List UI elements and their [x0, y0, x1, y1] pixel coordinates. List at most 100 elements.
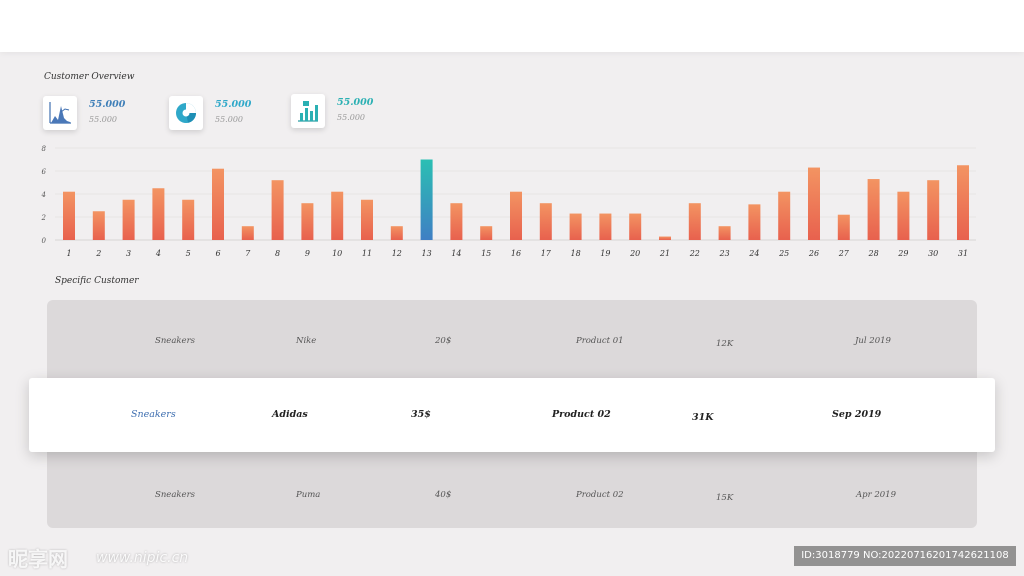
bar: [688, 203, 701, 240]
bar: [480, 226, 493, 240]
bar: [92, 211, 105, 240]
stat-card-1: 55.000 55.000: [43, 96, 203, 136]
bar: [331, 191, 344, 240]
row-date: Sep 2019: [832, 409, 882, 420]
selected-row-card[interactable]: [29, 378, 995, 452]
x-tick-label: 7: [245, 249, 251, 258]
bar-highlighted: [420, 159, 433, 240]
x-tick-label: 8: [275, 249, 280, 258]
row-product: Product 02: [576, 490, 624, 500]
x-tick-label: 17: [541, 249, 552, 258]
row-price: 20$: [435, 336, 452, 346]
x-tick-label: 30: [928, 249, 938, 258]
row-volume: 12K: [716, 339, 734, 349]
bar: [837, 214, 850, 240]
y-tick-label: 6: [42, 168, 47, 176]
row-category: Sneakers: [155, 336, 196, 346]
bar: [182, 199, 195, 240]
y-tick-label: 2: [41, 214, 47, 222]
bar: [152, 188, 165, 240]
x-tick-label: 2: [95, 249, 101, 258]
row-brand: Puma: [296, 490, 321, 500]
bar: [927, 180, 940, 240]
x-tick-label: 23: [719, 249, 730, 258]
row-product: Product 02: [552, 409, 611, 420]
x-tick-label: 24: [748, 249, 759, 258]
x-tick-label: 15: [481, 249, 491, 258]
x-tick-label: 9: [305, 249, 310, 258]
stat-card-3: 55.000 55.000: [291, 94, 451, 134]
x-tick-label: 13: [422, 249, 432, 258]
stat-value: 55.000: [215, 99, 252, 110]
row-brand: Adidas: [272, 409, 308, 420]
pie-chart-icon: [169, 96, 203, 130]
area-chart-icon: [43, 96, 77, 130]
stat-value: 55.000: [337, 97, 374, 108]
stat-sub: 55.000: [337, 113, 365, 122]
bar: [539, 203, 552, 240]
x-tick-label: 3: [126, 249, 131, 258]
x-tick-label: 26: [808, 249, 819, 258]
bar: [659, 236, 671, 240]
bar: [778, 191, 791, 240]
x-tick-label: 1: [66, 249, 71, 258]
row-volume: 31K: [692, 412, 714, 423]
bar: [241, 226, 254, 240]
row-brand: Nike: [296, 336, 317, 346]
watermark-id: ID:3018779 NO:20220716201742621108: [794, 546, 1016, 566]
row-category: Sneakers: [131, 409, 176, 420]
stat-sub: 55.000: [89, 115, 117, 124]
row-volume: 15K: [716, 493, 734, 503]
row-date: Jul 2019: [855, 336, 891, 346]
row-date: Apr 2019: [856, 490, 896, 500]
bar: [510, 191, 522, 240]
bar: [63, 191, 75, 240]
x-tick-label: 20: [629, 249, 640, 258]
row-price: 35$: [411, 409, 431, 420]
bar: [957, 165, 969, 240]
stat-sub: 55.000: [215, 115, 243, 124]
y-tick-label: 4: [41, 191, 46, 199]
bar: [599, 213, 612, 240]
bar: [867, 179, 880, 240]
bar: [361, 199, 373, 240]
x-tick-label: 5: [186, 249, 191, 258]
x-tick-label: 28: [868, 249, 879, 258]
bar: [748, 204, 761, 240]
stat-value: 55.000: [89, 99, 126, 110]
x-tick-label: 31: [958, 249, 968, 258]
bar: [301, 203, 314, 240]
x-tick-label: 19: [600, 249, 610, 258]
overview-title: Customer Overview: [44, 72, 135, 82]
x-tick-label: 11: [362, 249, 372, 258]
bar: [569, 213, 582, 240]
bar: [271, 180, 284, 240]
x-tick-label: 16: [511, 249, 521, 258]
x-tick-label: 25: [778, 249, 789, 258]
specific-title: Specific Customer: [55, 276, 139, 286]
watermark-logo: 昵享网: [8, 547, 68, 571]
top-bar: [0, 0, 1024, 52]
bar: [450, 203, 463, 240]
x-tick-label: 12: [392, 249, 402, 258]
bar: [122, 199, 135, 240]
y-tick-label: 0: [42, 237, 47, 245]
bar: [212, 168, 224, 240]
x-tick-label: 4: [155, 249, 161, 258]
bar: [718, 226, 731, 240]
x-tick-label: 27: [838, 249, 850, 258]
stat-card-2: 55.000 55.000: [169, 96, 329, 136]
x-tick-label: 6: [215, 249, 220, 258]
row-price: 40$: [435, 490, 452, 500]
bar: [897, 191, 910, 240]
bar: [390, 226, 403, 240]
x-tick-label: 10: [332, 249, 342, 258]
x-tick-label: 21: [659, 249, 670, 258]
x-tick-label: 18: [571, 249, 581, 258]
row-category: Sneakers: [155, 490, 196, 500]
bar: [808, 167, 820, 240]
x-tick-label: 22: [689, 249, 700, 258]
watermark-url: www.nipic.cn: [96, 550, 189, 566]
row-product: Product 01: [576, 336, 624, 346]
